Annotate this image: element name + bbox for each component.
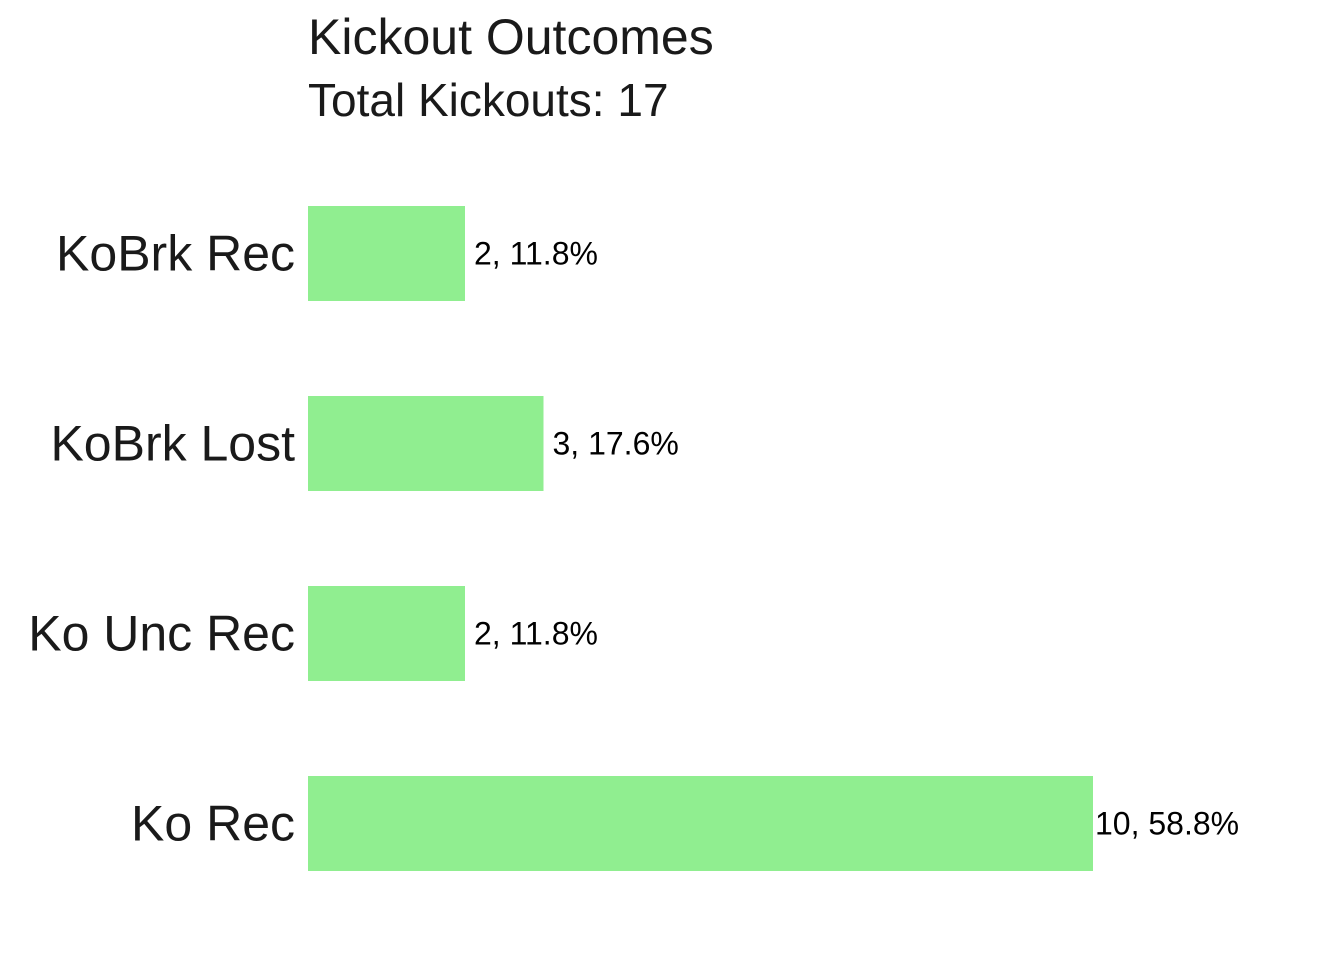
value-label-1: 3, 17.6% — [553, 426, 679, 462]
category-label-3: Ko Rec — [131, 796, 295, 852]
chart-title: Kickout Outcomes — [308, 9, 714, 65]
category-label-0: KoBrk Rec — [56, 226, 295, 282]
category-label-1: KoBrk Lost — [50, 416, 295, 472]
bar-1 — [308, 396, 544, 491]
chart-subtitle: Total Kickouts: 17 — [308, 74, 669, 126]
bar-3 — [308, 776, 1093, 871]
bars-layer: KoBrk Rec 2, 11.8% KoBrk Lost 3, 17.6% Ko Un… — [28, 206, 1239, 871]
value-label-2: 2, 11.8% — [474, 616, 598, 652]
bar-2 — [308, 586, 465, 681]
value-label-0: 2, 11.8% — [474, 236, 598, 272]
category-label-2: Ko Unc Rec — [28, 606, 295, 662]
bar-0 — [308, 206, 465, 301]
value-label-3: 10, 58.8% — [1095, 806, 1239, 842]
